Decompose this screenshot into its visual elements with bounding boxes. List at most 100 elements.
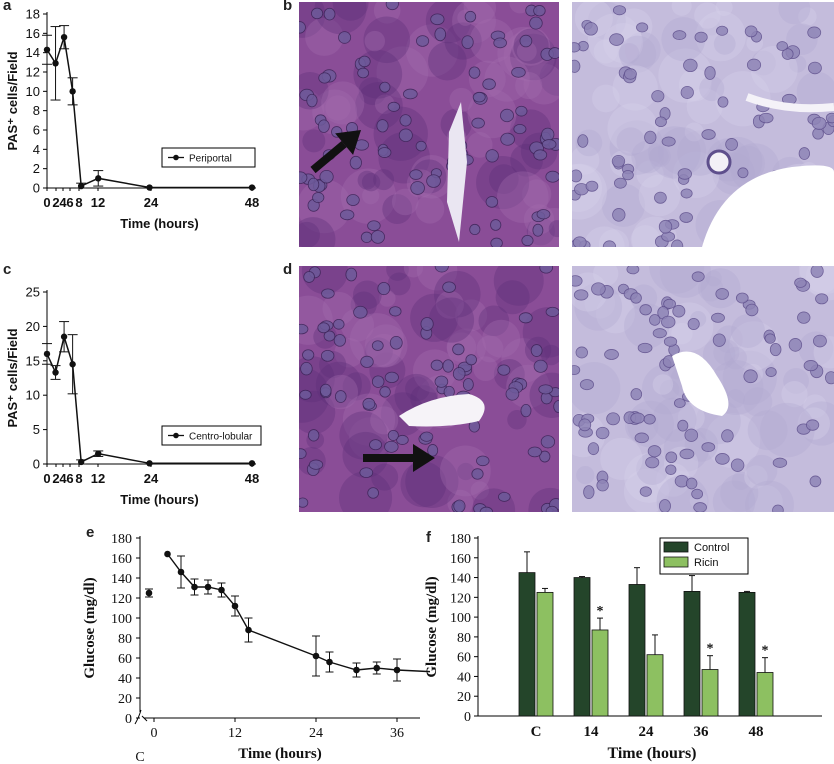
nucleus: [367, 487, 380, 499]
cytoplasm-patch: [649, 266, 705, 294]
y-tick-label: 12: [26, 65, 40, 80]
y-tick-label: 20: [118, 692, 132, 707]
nucleus: [781, 48, 794, 60]
cytoplasm-patch: [516, 41, 537, 62]
y-tick-label: 18: [26, 7, 40, 22]
cytoplasm-patch: [352, 280, 382, 310]
nucleus: [730, 458, 745, 472]
nucleus: [803, 360, 818, 372]
cytoplasm-patch: [470, 481, 490, 500]
nucleus: [529, 16, 543, 30]
cytoplasm-patch: [616, 127, 646, 156]
cytoplasm-patch: [798, 7, 817, 26]
cytoplasm-patch: [299, 179, 352, 234]
cytoplasm-patch: [497, 171, 549, 223]
panel-letter-f: f: [426, 529, 431, 546]
nucleus: [430, 359, 444, 371]
nucleus: [643, 414, 656, 425]
nucleus: [658, 219, 673, 234]
cytoplasm-patch: [342, 393, 396, 446]
nucleus: [683, 58, 698, 73]
panel-letter-c: c: [3, 261, 12, 278]
nucleus: [490, 219, 502, 231]
significance-marker: *: [707, 642, 714, 657]
nucleus: [649, 314, 661, 326]
nucleus: [725, 138, 738, 151]
cytoplasm-patch: [342, 372, 371, 401]
cytoplasm-patch: [783, 367, 810, 394]
legend-label: Centro-lobular: [189, 432, 253, 443]
cytoplasm-patch: [357, 170, 377, 190]
nucleus: [630, 412, 645, 424]
nucleus: [357, 67, 370, 79]
cytoplasm-patch: [603, 23, 644, 64]
y-tick-label: 40: [118, 672, 132, 687]
cytoplasm-patch: [615, 8, 653, 45]
nucleus: [518, 312, 533, 324]
nucleus: [469, 223, 481, 236]
nucleus: [672, 30, 687, 41]
cytoplasm-patch: [630, 284, 658, 312]
cytoplasm-patch: [540, 344, 559, 366]
x-tick-label: 48: [749, 724, 764, 740]
nucleus: [744, 25, 758, 38]
nucleus: [701, 129, 716, 140]
nucleus: [319, 169, 334, 184]
y-tick-label: 180: [111, 532, 132, 547]
nucleus: [358, 55, 371, 68]
panel-letter-a: a: [3, 0, 12, 14]
bar-ricin: [756, 672, 774, 717]
nucleus: [319, 383, 332, 397]
nucleus: [548, 47, 559, 59]
cytoplasm-patch: [478, 305, 510, 337]
nucleus: [585, 180, 599, 192]
nucleus: [684, 428, 699, 442]
nucleus: [308, 459, 324, 470]
bar-control: [628, 584, 646, 717]
data-point: [204, 583, 212, 591]
y-tick-label: 10: [26, 84, 40, 99]
cytoplasm-patch: [515, 71, 543, 100]
cytoplasm-patch: [671, 2, 692, 16]
nucleus: [572, 365, 581, 376]
nucleus: [334, 390, 347, 403]
nucleus: [426, 174, 441, 188]
nucleus: [452, 367, 466, 381]
nucleus: [622, 169, 634, 181]
nucleus: [399, 114, 412, 127]
cytoplasm-patch: [332, 2, 369, 21]
nucleus: [808, 61, 822, 75]
nucleus: [673, 398, 686, 409]
nucleus: [663, 298, 676, 309]
cytoplasm-patch: [583, 226, 625, 247]
x-axis-label: Time (hours): [607, 745, 696, 762]
cytoplasm-patch: [322, 291, 356, 326]
cytoplasm-patch: [325, 95, 351, 121]
cytoplasm-patch: [523, 63, 559, 105]
cytoplasm-patch: [686, 88, 723, 125]
cytoplasm-patch: [364, 30, 386, 52]
cytoplasm-patch: [355, 82, 403, 130]
nucleus: [472, 91, 486, 103]
nucleus: [360, 355, 374, 368]
cytoplasm-patch: [370, 406, 399, 435]
nucleus: [805, 419, 820, 431]
y-tick-label: 0: [464, 710, 471, 725]
cytoplasm-patch: [748, 484, 783, 512]
nucleus: [360, 231, 373, 243]
significance-marker: *: [762, 644, 769, 659]
data-point: [231, 602, 239, 610]
y-tick-label: 4: [33, 142, 40, 157]
cytoplasm-patch: [364, 324, 408, 368]
nucleus: [572, 236, 587, 247]
nucleus: [687, 317, 700, 330]
x-axis-label: Time (hours): [120, 216, 199, 231]
nucleus: [532, 223, 544, 237]
cytoplasm-patch: [403, 266, 424, 278]
nucleus: [511, 66, 526, 78]
nucleus: [321, 288, 335, 299]
nucleus: [578, 418, 592, 432]
cytoplasm-patch: [656, 462, 690, 497]
cytoplasm-patch: [373, 169, 395, 191]
nucleus: [359, 467, 374, 478]
